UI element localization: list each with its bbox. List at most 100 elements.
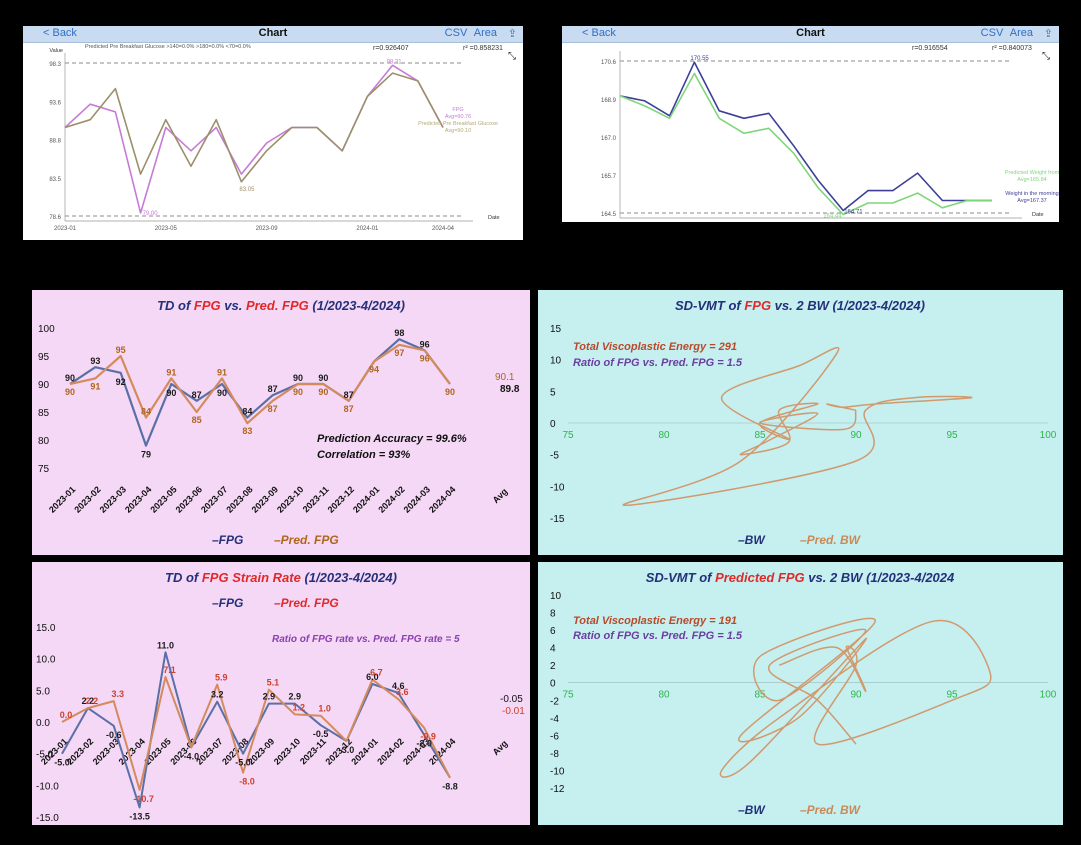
- pred-data-label: 87: [344, 404, 354, 414]
- y-tick-label: -10.0: [36, 781, 59, 792]
- back-button[interactable]: < Back: [582, 27, 616, 39]
- y-tick-label: 15.0: [36, 623, 56, 634]
- y-tick-label: 78.6: [49, 215, 61, 221]
- nav-actions: CSV Area: [445, 27, 497, 39]
- r-value: r=0.926407: [373, 45, 409, 52]
- low-label: 164.71: [844, 210, 863, 216]
- fpg-data-label: 4.6: [392, 681, 405, 691]
- fpg-data-label: 79: [141, 450, 151, 460]
- expand-icon: ⤡: [1042, 51, 1050, 62]
- back-button[interactable]: < Back: [43, 27, 77, 39]
- y-tick-label: -8: [550, 749, 559, 760]
- y-tick-label: 83.5: [49, 177, 61, 183]
- nav-title: Chart: [796, 27, 825, 39]
- y-tick-label: 4: [550, 644, 556, 655]
- fpg-data-label: 96: [420, 339, 430, 349]
- y-tick-label: 75: [38, 464, 50, 475]
- fpg-data-label: -0.5: [313, 729, 329, 739]
- y-tick-label: 2: [550, 661, 556, 672]
- avg-axis-label: Avg: [491, 486, 510, 505]
- x-tick-label: 80: [658, 690, 670, 701]
- ratio-text: Ratio of FPG vs. Pred. FPG = 1.5: [573, 357, 743, 369]
- pred-data-label: -8.0: [239, 777, 255, 787]
- fpg-data-label: 3.2: [211, 690, 224, 700]
- title-part: Predicted FPG: [715, 570, 805, 585]
- series-line-2: [69, 343, 451, 425]
- y-tick-label: 5.0: [36, 686, 50, 697]
- x-tick-label: 95: [946, 430, 958, 441]
- r-value: r=0.916554: [912, 45, 948, 52]
- y-tick-label: -15.0: [36, 813, 59, 824]
- pred-data-label: 91: [217, 367, 227, 377]
- x-tick-label: 2023-09: [250, 484, 280, 514]
- x-tick-label: 2023-11: [298, 736, 328, 766]
- y-tick-label: 6: [550, 626, 556, 637]
- fpg-data-label: 98: [394, 328, 404, 338]
- x-tick-label: 2023-07: [199, 484, 229, 514]
- csv-button[interactable]: CSV: [980, 27, 1004, 39]
- pred-data-label: 6.7: [370, 668, 383, 678]
- csv-button[interactable]: CSV: [444, 27, 468, 39]
- area-button[interactable]: Area: [1009, 27, 1033, 39]
- sdvmt-fpg-chart: SD-VMT of FPG vs. 2 BW (1/2023-4/2024) 15…: [550, 298, 1057, 547]
- x-tick-label: 90: [850, 690, 862, 701]
- x-tick-label: 2024-02: [376, 484, 406, 514]
- prediction-accuracy: Prediction Accuracy = 99.6%: [317, 433, 467, 445]
- share-icon[interactable]: ⇪: [507, 28, 517, 40]
- y-tick-label: 0: [550, 419, 556, 430]
- title-part: TD of: [157, 298, 194, 313]
- ratio-text: Ratio of FPG vs. Pred. FPG = 1.5: [573, 630, 743, 642]
- r2-value: r² =0.840073: [992, 45, 1032, 52]
- sdvmt-fpg-panel: SD-VMT of FPG vs. 2 BW (1/2023-4/2024) 15…: [538, 290, 1063, 555]
- x-tick-label: 90: [850, 430, 862, 441]
- y-tick-label: 88.8: [49, 139, 61, 145]
- y-tick-label: 10.0: [36, 655, 56, 666]
- x-tick-label: 95: [946, 690, 958, 701]
- pred-data-label: 90: [65, 387, 75, 397]
- x-tick-label: 2023-12: [326, 484, 356, 514]
- y-tick-label: 8: [550, 609, 556, 620]
- area-button[interactable]: Area: [473, 27, 497, 39]
- pred-data-label: 94: [369, 365, 379, 375]
- y-tick-label: 10: [550, 356, 562, 367]
- fpg-data-label: -5.0: [235, 758, 251, 768]
- y-tick-label: 168.9: [601, 98, 617, 104]
- legend-primary: –BW: [738, 803, 766, 817]
- scatter-curve-1: [719, 617, 992, 778]
- title-part: SD-VMT of: [646, 570, 715, 585]
- x-tick-label: 2023-06: [174, 484, 204, 514]
- avg-fpg-value: -0.05: [500, 694, 523, 705]
- low-label: 164.44: [823, 213, 842, 219]
- x-tick-label: 2023-10: [272, 736, 302, 766]
- fpg-data-label: 2.2: [82, 696, 95, 706]
- y-tick-label: -5.0: [36, 750, 54, 761]
- x-tick-label: 2024-01: [351, 484, 381, 514]
- share-icon[interactable]: ⇪: [1043, 28, 1053, 40]
- pred-data-label: 83: [242, 426, 252, 436]
- fpg-data-label: 2.9: [289, 692, 302, 702]
- legend-text: Avg=90.10: [445, 128, 471, 134]
- fpg-data-label: -5.0: [54, 758, 70, 768]
- x-tick-label: 85: [754, 690, 766, 701]
- legend-text: Predicted Weight from: [1005, 170, 1059, 176]
- x-tick-label: 75: [562, 430, 574, 441]
- fpg-data-label: 87: [344, 390, 354, 400]
- x-tick-label: 75: [562, 690, 574, 701]
- x-tick-label: 2023-03: [98, 484, 128, 514]
- fpg-data-label: -3.0: [339, 745, 355, 755]
- y-tick-label: -12: [550, 784, 565, 795]
- app-chart-glucose: < Back Chart CSV Area ⇪ 98.3 93.6 88.8 83.5…: [23, 26, 523, 240]
- pred-data-label: 84: [141, 407, 151, 417]
- y-tick-label: 90: [38, 380, 50, 391]
- nav-bar: < Back Chart CSV Area ⇪: [562, 26, 1059, 43]
- legend-text: Weight in the morning: [1005, 191, 1058, 197]
- panel-title: SD-VMT of Predicted FPG vs. 2 BW (1/2023…: [646, 570, 955, 585]
- title-part: vs. 2 BW (1/2023-4/2024): [771, 298, 925, 313]
- x-tick-label: 80: [658, 430, 670, 441]
- fpg-data-label: 11.0: [157, 640, 174, 650]
- nav-title: Chart: [258, 27, 288, 39]
- x-tick-label: 2024-02: [375, 736, 405, 766]
- title-part: FPG: [744, 298, 771, 313]
- pred-data-label: 5.1: [267, 678, 280, 688]
- legend-secondary: –Pred. BW: [800, 803, 862, 817]
